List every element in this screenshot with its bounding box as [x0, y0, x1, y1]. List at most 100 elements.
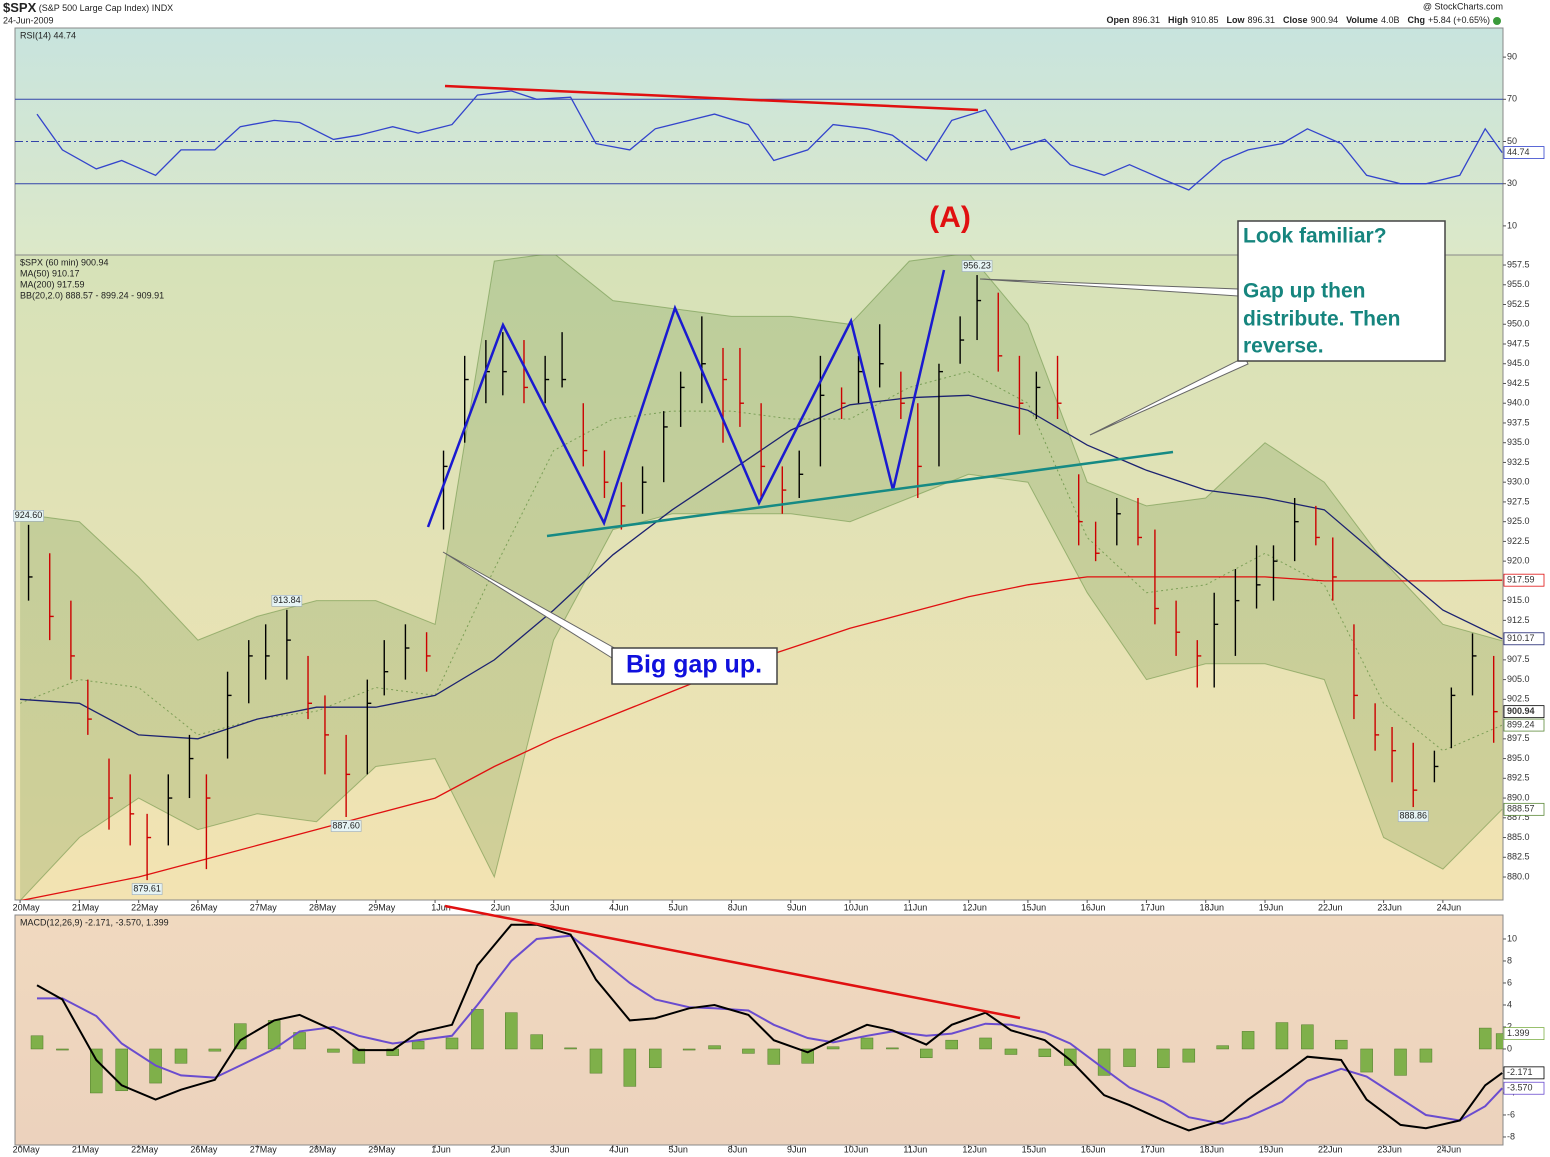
end-tag [1503, 573, 1545, 587]
y-tick-label: 927.5 [1507, 496, 1530, 506]
callout-label: 924.60 [15, 510, 43, 520]
x-tick-label: 3Jun [550, 1144, 570, 1154]
x-tick-label: 19Jun [1259, 1144, 1284, 1154]
y-tick-label: 932.5 [1507, 457, 1530, 467]
histogram-bar [30, 1035, 44, 1050]
histogram-bar [90, 1048, 103, 1094]
y-tick-label: 925.0 [1507, 516, 1530, 526]
histogram-bar [682, 1048, 696, 1051]
x-tick-label: 9Jun [787, 902, 807, 912]
x-tick-label: 1Jun [431, 902, 451, 912]
y-tick-label: 942.5 [1507, 378, 1530, 388]
histogram-bar [1334, 1039, 1348, 1050]
histogram-bar [1241, 1031, 1255, 1050]
end-tag-label: 900.94 [1507, 706, 1535, 716]
x-tick-label: 3Jun [550, 902, 570, 912]
histogram-bar [1038, 1048, 1052, 1057]
histogram-bar [267, 1020, 281, 1050]
callout-label: 887.60 [332, 820, 360, 830]
x-tick-label: 18Jun [1199, 1144, 1224, 1154]
x-tick-label: 17Jun [1140, 1144, 1165, 1154]
y-tick-label: -8 [1507, 1131, 1515, 1141]
x-tick-label: 20May [13, 1144, 41, 1154]
y-tick-label: 4 [1507, 999, 1512, 1009]
annotation: distribute. Then [1243, 308, 1401, 331]
x-tick-label: 26May [190, 1144, 218, 1154]
x-tick-label: 15Jun [1022, 902, 1047, 912]
x-tick-label: 9Jun [787, 1144, 807, 1154]
x-tick-label: 5Jun [668, 1144, 688, 1154]
callout-label: 913.84 [273, 595, 301, 605]
x-tick-label: 12Jun [962, 1144, 987, 1154]
x-tick-label: 27May [250, 1144, 278, 1154]
end-tag-label: 917.59 [1507, 575, 1535, 585]
end-tag [1503, 146, 1545, 159]
y-tick-label: 890.0 [1507, 792, 1530, 802]
symbol: $SPX [3, 0, 37, 15]
y-tick-label: 950.0 [1507, 319, 1530, 329]
y-tick-label: 8 [1507, 955, 1512, 965]
y-tick-label: 915.0 [1507, 595, 1530, 605]
annotation: (A) [929, 201, 971, 234]
y-tick-label: 912.5 [1507, 615, 1530, 625]
x-tick-label: 8Jun [728, 1144, 748, 1154]
histogram-bar [471, 1009, 484, 1050]
end-tag-label: 910.17 [1507, 633, 1535, 643]
histogram-bar [1419, 1048, 1433, 1063]
x-tick-label: 12Jun [962, 902, 987, 912]
histogram-bar [1157, 1048, 1170, 1068]
y-tick-label: 0 [1507, 1043, 1512, 1053]
x-tick-label: 24Jun [1437, 1144, 1462, 1154]
quote: Open 896.31 High 910.85 Low 896.31 Close 900.94… [1106, 15, 1490, 25]
histogram-bar [589, 1048, 603, 1074]
exchange: INDX [152, 3, 174, 13]
annotation: Big gap up. [626, 651, 762, 679]
y-tick-label: 957.5 [1507, 259, 1530, 269]
x-tick-label: 22May [131, 902, 159, 912]
x-tick-label: 23Jun [1377, 902, 1402, 912]
x-tick-label: 15Jun [1022, 1144, 1047, 1154]
series-line [37, 934, 1503, 1125]
x-tick-label: 22May [131, 1144, 159, 1154]
band-upper [20, 255, 1503, 642]
x-tick-label: 8Jun [728, 902, 748, 912]
header-title: $SPX (S&P 500 Large Cap Index) INDX [3, 0, 173, 15]
x-tick-label: 4Jun [609, 1144, 629, 1154]
annotation: Look familiar? [1243, 225, 1387, 248]
x-tick-label: 19Jun [1259, 902, 1284, 912]
histogram-bar [945, 1039, 958, 1050]
y-tick-label: 905.0 [1507, 674, 1530, 684]
quote-value: +5.84 (+0.65%) [1428, 15, 1490, 25]
band-middle [19, 371, 1503, 752]
histogram-bar [208, 1048, 222, 1052]
end-tag [1503, 705, 1545, 719]
x-tick-label: 16Jun [1081, 1144, 1106, 1154]
panel-legend: MACD(12,26,9) -2.171, -3.570, 1.399 [20, 917, 169, 927]
neckline [546, 450, 1174, 538]
histogram-bar [505, 1012, 518, 1050]
x-tick-label: 24Jun [1437, 902, 1462, 912]
y-tick-label: 937.5 [1507, 417, 1530, 427]
histogram-bar [1478, 1027, 1492, 1050]
index-name: (S&P 500 Large Cap Index) [39, 3, 149, 13]
y-tick-label: 30 [1507, 178, 1517, 188]
y-tick-label: 947.5 [1507, 338, 1530, 348]
y-tick-label: 940.0 [1507, 398, 1530, 408]
end-tag [1503, 1027, 1545, 1040]
y-tick-label: 935.0 [1507, 437, 1530, 447]
x-tick-label: 4Jun [609, 902, 629, 912]
band-lower [20, 473, 1503, 900]
y-tick-label: 952.5 [1507, 299, 1530, 309]
histogram-bar [352, 1048, 366, 1064]
x-tick-label: 11Jun [903, 1144, 927, 1154]
x-tick-label: 2Jun [491, 902, 511, 912]
y-tick-label: 887.5 [1507, 812, 1530, 822]
histogram-bar [1182, 1048, 1196, 1063]
band-fill [20, 255, 1503, 900]
x-tick-label: 17Jun [1140, 902, 1165, 912]
legend-entry: MA(50) 910.17 [20, 268, 80, 278]
x-tick-label: 11Jun [903, 902, 927, 912]
